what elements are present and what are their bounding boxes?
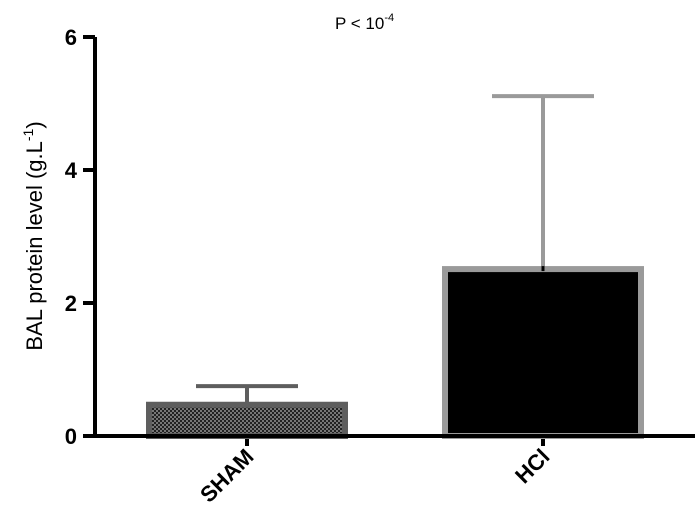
x-tick-label: SHAM	[195, 444, 258, 507]
y-tick-label: 4	[65, 158, 78, 183]
y-tick-label: 2	[65, 291, 77, 316]
y-tick-label: 0	[65, 424, 77, 449]
y-label-superscript: -1	[20, 128, 36, 141]
annotation-superscript: -4	[384, 12, 394, 24]
y-label-text: BAL protein level (g.L	[22, 141, 47, 351]
y-label-suffix: )	[22, 121, 47, 128]
y-axis-label: BAL protein level (g.L-1)	[20, 121, 47, 350]
x-tick-label: HCl	[510, 444, 554, 488]
annotation: P < 10-4	[335, 12, 394, 33]
y-tick-label: 6	[65, 25, 77, 50]
annotation-text: P < 10	[335, 14, 384, 33]
bar	[442, 266, 644, 439]
bar	[146, 401, 348, 439]
